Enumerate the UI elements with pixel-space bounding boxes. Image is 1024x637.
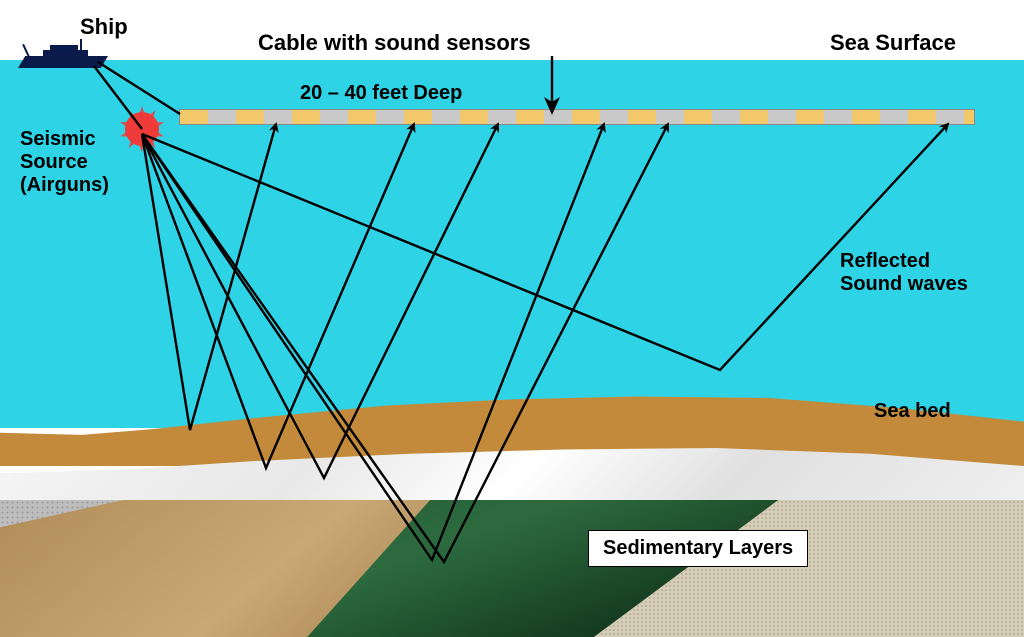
ship-bridge bbox=[50, 45, 78, 51]
ship-label: Ship bbox=[80, 14, 128, 40]
hydrophone-cable bbox=[180, 110, 974, 124]
sedimentary-layers-label: Sedimentary Layers bbox=[588, 530, 808, 567]
sea-bed-label: Sea bed bbox=[874, 400, 951, 423]
ship-hull bbox=[18, 56, 108, 68]
cable-depth-label: 20 – 40 feet Deep bbox=[300, 82, 462, 105]
seismic-survey-diagram: Ship Cable with sound sensors 20 – 40 fe… bbox=[0, 0, 1024, 637]
survey-ship bbox=[18, 38, 108, 68]
ship-mast bbox=[80, 39, 82, 57]
sea-surface-label: Sea Surface bbox=[830, 30, 956, 56]
cable-label: Cable with sound sensors bbox=[258, 30, 531, 56]
reflected-waves-label: Reflected Sound waves bbox=[840, 250, 968, 296]
ship-crane bbox=[22, 44, 30, 58]
seismic-source-label: Seismic Source (Airguns) bbox=[20, 128, 109, 197]
seismic-source-icon bbox=[125, 112, 159, 146]
sedimentary-layers-group bbox=[0, 500, 1024, 637]
